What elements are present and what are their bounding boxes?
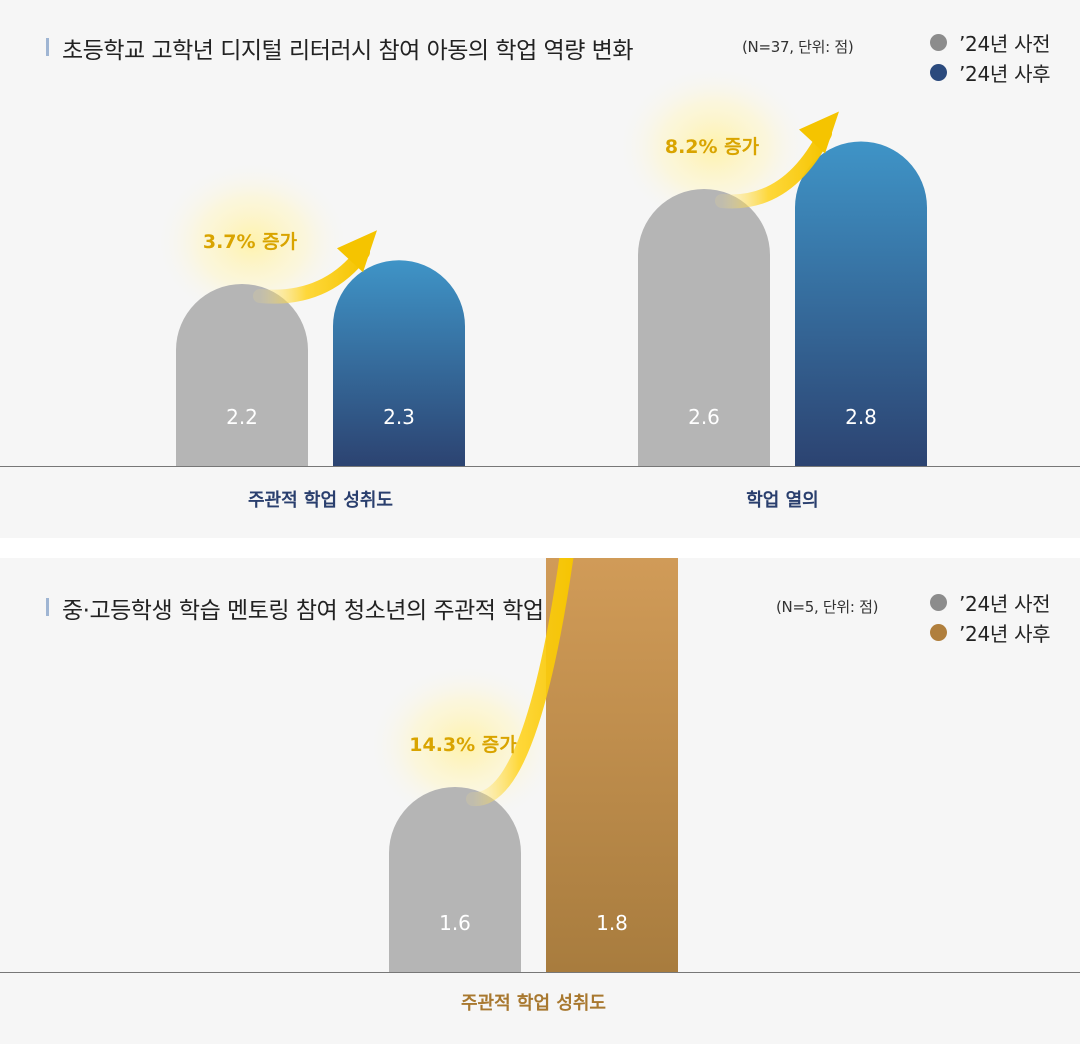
bar-after xyxy=(546,558,678,972)
chart-panel-elementary: 초등학교 고학년 디지털 리터러시 참여 아동의 학업 역량 변화 (N=37,… xyxy=(0,30,1080,511)
category-label: 주관적 학업 성취도 xyxy=(248,489,393,511)
bar-before xyxy=(389,787,521,972)
title-accent-bar xyxy=(46,598,49,616)
value-label-after: 1.8 xyxy=(596,911,628,935)
annotation-glow xyxy=(616,65,812,229)
legend-item-after: ’24년 사후 xyxy=(930,60,1051,86)
legend-label-after: ’24년 사후 xyxy=(959,621,1051,646)
value-label-before: 2.2 xyxy=(226,405,258,429)
value-label-after: 2.8 xyxy=(845,405,877,429)
increase-arrowhead xyxy=(337,230,377,273)
value-label-before: 1.6 xyxy=(439,911,471,935)
value-label-before: 2.6 xyxy=(688,405,720,429)
chart-panel-mentoring: 중·고등학생 학습 멘토링 참여 청소년의 주관적 학업 성취도 변화 (N=5… xyxy=(0,558,1080,1044)
increase-annotation: 3.7% 증가 xyxy=(203,231,298,253)
increase-annotation: 8.2% 증가 xyxy=(665,136,760,158)
legend-swatch-before xyxy=(930,593,947,611)
title-accent-bar xyxy=(46,38,49,56)
chart-subtitle: (N=5, 단위: 점) xyxy=(776,598,879,616)
chart-plot-area: 14.3% 증가 1.6 1.8 주관적 학업 성취도 xyxy=(0,558,1080,1014)
legend-item-after: ’24년 사후 xyxy=(930,620,1051,646)
bar-after xyxy=(795,141,927,466)
increase-annotation: 14.3% 증가 xyxy=(409,734,517,756)
category-label: 주관적 학업 성취도 xyxy=(461,992,606,1014)
legend-item-before: ’24년 사전 xyxy=(930,590,1051,616)
chart-subtitle: (N=37, 단위: 점) xyxy=(742,38,854,56)
legend-item-before: ’24년 사전 xyxy=(930,30,1051,56)
bar-before xyxy=(176,284,308,466)
chart-title: 초등학교 고학년 디지털 리터러시 참여 아동의 학업 역량 변화 xyxy=(62,38,634,64)
increase-arrow xyxy=(466,558,574,807)
bar-after xyxy=(333,260,465,466)
annotation-glow xyxy=(367,663,563,827)
legend-swatch-before xyxy=(930,33,947,51)
increase-arrowhead xyxy=(799,111,839,154)
chart-plot-area: 3.7% 증가 2.2 2.3 주관적 학업 성취도 8.2% 증가 2.6 2.8 학업 열… xyxy=(0,65,1080,511)
bar-before xyxy=(638,189,770,466)
legend-label-before: ’24년 사전 xyxy=(959,31,1051,56)
legend-swatch-after xyxy=(930,623,947,641)
increase-arrow xyxy=(715,126,832,209)
legend-label-before: ’24년 사전 xyxy=(959,591,1051,616)
legend-label-after: ’24년 사후 xyxy=(959,61,1051,86)
legend-swatch-after xyxy=(930,63,947,81)
annotation-glow xyxy=(154,160,350,324)
value-label-after: 2.3 xyxy=(383,405,415,429)
category-label: 학업 열의 xyxy=(746,489,819,511)
